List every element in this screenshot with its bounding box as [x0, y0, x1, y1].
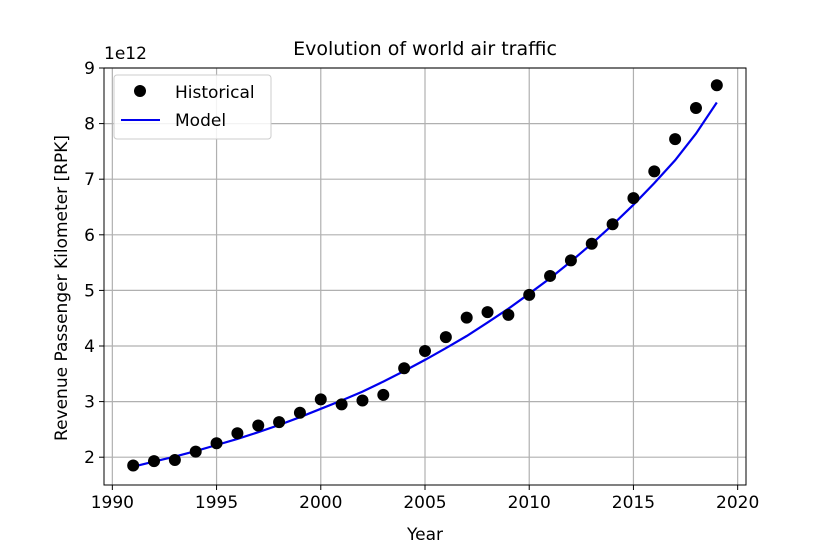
historical-point [481, 306, 494, 319]
legend-box [113, 74, 272, 140]
historical-point [335, 398, 348, 411]
y-axis-label: Revenue Passenger Kilometer [RPK] [52, 135, 72, 441]
x-tick-label: 2015 [612, 493, 655, 513]
y-tick-label: 5 [84, 281, 95, 301]
historical-point [669, 133, 682, 146]
model-line [132, 101, 718, 468]
historical-point [210, 437, 223, 450]
y-tick-label: 6 [84, 226, 95, 246]
historical-point [419, 345, 431, 358]
historical-point [710, 79, 723, 92]
historical-point [148, 455, 161, 468]
legend-model-label: Model [175, 111, 226, 131]
historical-point [460, 311, 473, 324]
historical-point [273, 416, 286, 429]
chart-title: Evolution of world air traffic [293, 38, 557, 60]
y-tick-label: 2 [84, 448, 95, 468]
y-axis-offset-label: 1e12 [104, 44, 147, 64]
historical-point [356, 394, 369, 407]
historical-point [606, 218, 619, 231]
historical-point [127, 459, 140, 472]
historical-point [627, 192, 640, 205]
historical-point [293, 406, 306, 419]
legend-historical-label: Historical [175, 83, 255, 103]
x-tick-label: 2005 [403, 493, 446, 513]
historical-point [523, 288, 536, 301]
grid-lines [104, 67, 746, 485]
y-tick-label: 9 [84, 59, 95, 79]
historical-point [439, 331, 452, 344]
historical-point [648, 165, 661, 178]
model-series [132, 101, 718, 468]
x-tick-label: 2020 [716, 493, 759, 513]
historical-point [564, 254, 577, 267]
historical-point [689, 102, 702, 115]
historical-point [314, 393, 327, 406]
historical-point [168, 453, 181, 466]
historical-point [398, 362, 411, 375]
x-tick-label: 1990 [91, 493, 134, 513]
x-tick-label: 2010 [508, 493, 551, 513]
historical-point [585, 237, 598, 250]
historical-point [189, 445, 202, 458]
x-tick-label: 2000 [299, 493, 342, 513]
historical-point [502, 308, 515, 321]
legend: Historical Model [113, 74, 272, 140]
x-axis-label: Year [406, 525, 443, 545]
y-tick-label: 7 [84, 170, 95, 190]
legend-historical-marker [134, 85, 146, 97]
historical-point [377, 388, 390, 401]
x-axis-ticks: 1990 1995 2000 2005 2010 2015 2020 [91, 485, 759, 513]
y-tick-label: 8 [84, 115, 95, 135]
y-tick-label: 3 [84, 393, 95, 413]
historical-point [544, 269, 557, 282]
y-tick-label: 4 [84, 337, 95, 357]
y-axis-ticks: 2 3 4 5 6 7 8 9 [84, 59, 104, 468]
x-tick-label: 1995 [195, 493, 238, 513]
historical-point [231, 427, 244, 440]
historical-series [127, 79, 723, 472]
historical-point [252, 419, 265, 432]
